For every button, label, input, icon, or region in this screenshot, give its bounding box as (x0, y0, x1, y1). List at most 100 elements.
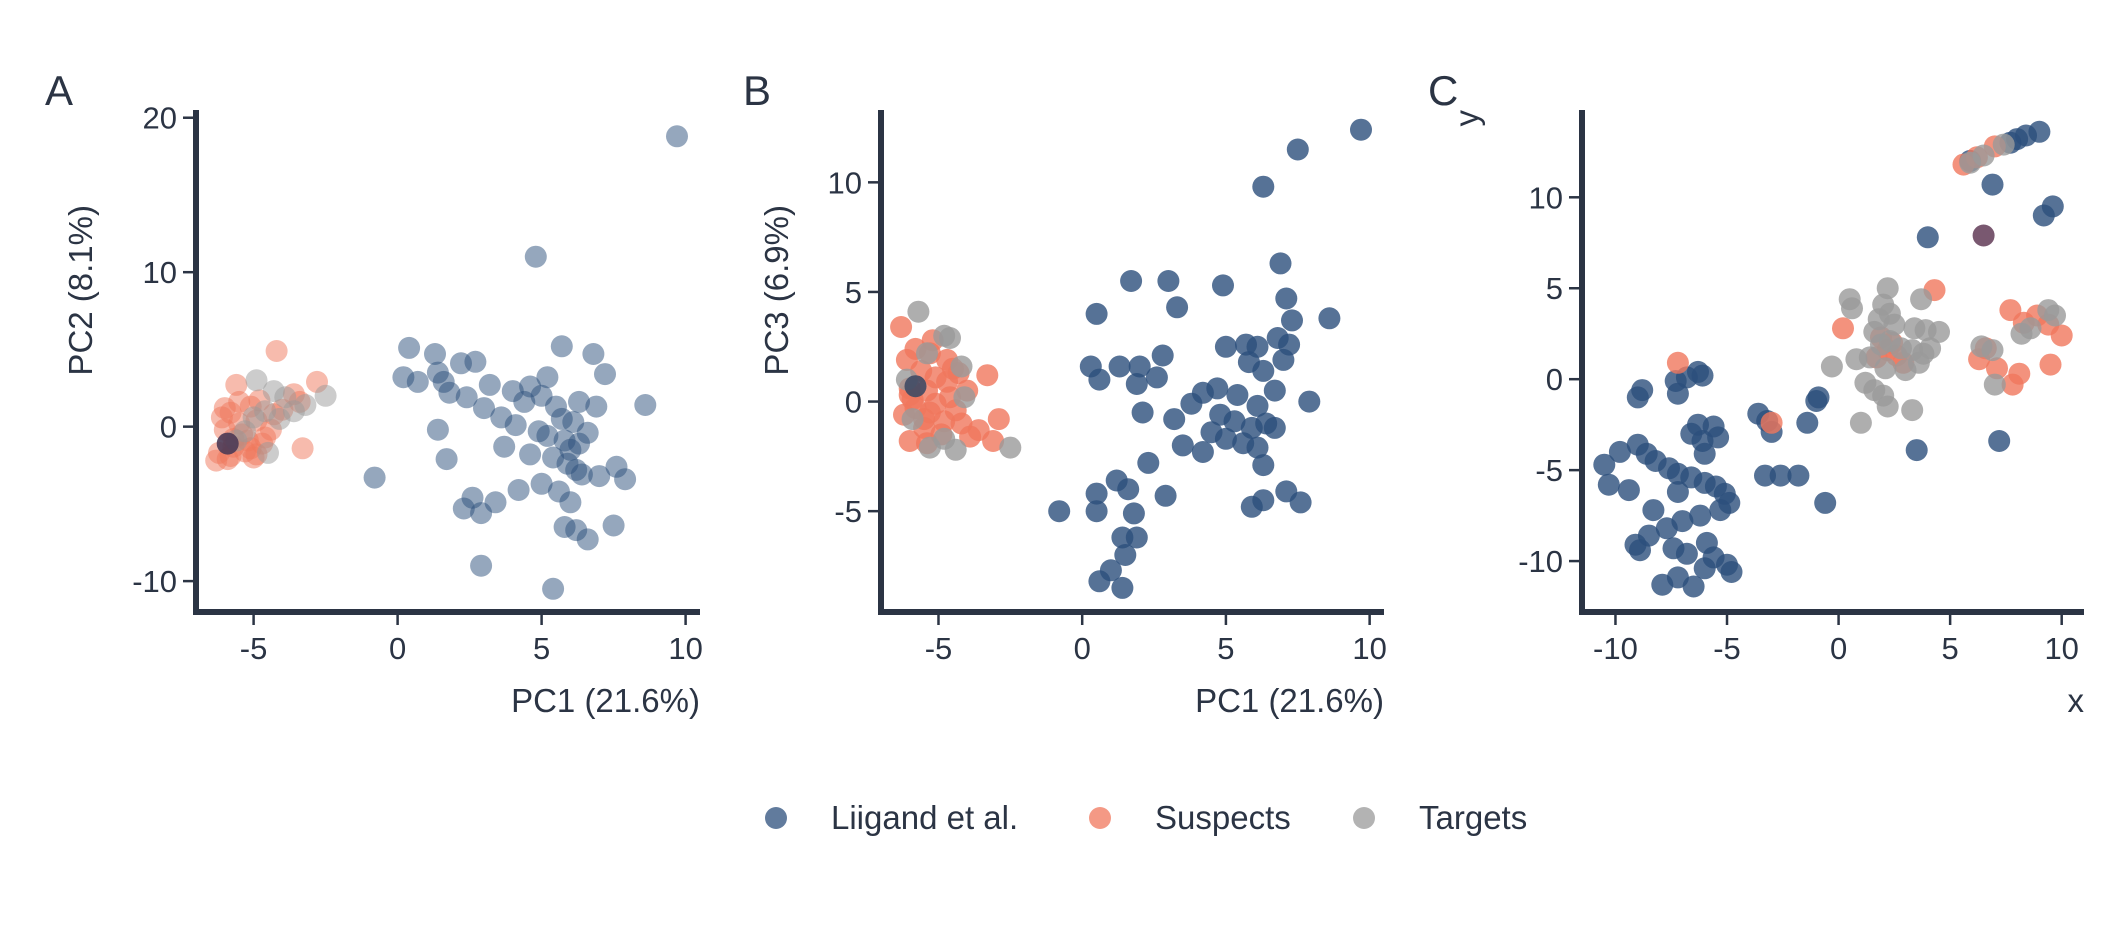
legend-marker (1089, 807, 1111, 829)
point-liigand-et-al (1151, 344, 1174, 367)
point-liigand-et-al (1916, 226, 1939, 249)
x-tick-label: 0 (1830, 631, 1847, 666)
point-targets (314, 384, 337, 407)
x-tick-label: -5 (925, 631, 953, 666)
point-liigand-et-al (513, 390, 536, 413)
point-suspects (205, 449, 228, 472)
point-liigand-et-al (1214, 427, 1237, 450)
point-liigand-et-al (1286, 138, 1309, 161)
point-liigand-et-al (1263, 379, 1286, 402)
point-targets (916, 342, 938, 365)
point-liigand-et-al (1117, 478, 1140, 501)
point-liigand-et-al (461, 486, 484, 509)
point-targets (999, 436, 1022, 459)
point-targets (2010, 322, 2033, 345)
point-liigand-et-al (1275, 287, 1298, 310)
point-liigand-et-al (1269, 252, 1292, 275)
panel-a-tag: A (45, 67, 73, 114)
point-liigand-et-al (1246, 394, 1269, 417)
point-suspects (2050, 324, 2073, 347)
y-tick-label: 0 (160, 410, 177, 445)
point-targets (953, 386, 976, 409)
point-targets (245, 369, 268, 392)
point-liigand-et-al (1617, 479, 1640, 502)
point-targets (1849, 411, 1872, 434)
point-liigand-et-al (478, 373, 501, 396)
point-suspects (987, 408, 1010, 431)
point-liigand-et-al (1593, 453, 1616, 476)
y-tick-label: 0 (1546, 362, 1563, 397)
point-liigand-et-al (1223, 410, 1246, 433)
point-liigand-et-al (1191, 441, 1214, 463)
point-overlap (1972, 224, 1995, 247)
point-suspects (228, 390, 251, 413)
point-liigand-et-al (1298, 390, 1321, 413)
legend-label: Liigand et al. (831, 799, 1018, 836)
panel-b-points (890, 118, 1372, 599)
point-targets (933, 427, 956, 450)
point-liigand-et-al (1226, 384, 1249, 406)
point-liigand-et-al (1171, 434, 1194, 457)
point-targets (1901, 399, 1924, 422)
point-liigand-et-al (666, 125, 688, 148)
point-liigand-et-al (426, 361, 449, 384)
panel-c-points (1593, 120, 2073, 598)
point-suspects (1760, 411, 1783, 434)
point-liigand-et-al (1237, 351, 1260, 374)
point-liigand-et-al (1252, 454, 1275, 477)
panel-c-x-axis-title: x (2068, 682, 2085, 719)
x-tick-label: 5 (533, 631, 550, 666)
point-liigand-et-al (582, 343, 605, 365)
panel-c-y-axis-title: y (1448, 110, 1485, 127)
panel-b: B -5 0 5 10 -5 0 5 10 PC1 (21.6%) PC3 (6.9%) (743, 67, 1387, 719)
point-liigand-et-al (602, 514, 625, 537)
point-liigand-et-al (576, 421, 599, 444)
point-liigand-et-al (559, 491, 582, 514)
panel-c: C -10 -5 0 5 10 -10 -5 0 5 10 x y (1428, 67, 2085, 719)
point-targets (1841, 297, 1863, 320)
point-liigand-et-al (507, 479, 530, 501)
panel-a-y-axis-title: PC2 (8.1%) (62, 205, 99, 376)
point-liigand-et-al (614, 468, 637, 491)
legend-label: Suspects (1155, 799, 1291, 836)
point-liigand-et-al (1281, 309, 1303, 332)
y-tick-label: -5 (1535, 453, 1563, 488)
point-liigand-et-al (1252, 175, 1275, 198)
y-tick-label: 10 (1529, 180, 1563, 215)
point-liigand-et-al (1108, 355, 1131, 378)
x-tick-label: -5 (240, 631, 268, 666)
point-liigand-et-al (1125, 373, 1148, 395)
point-liigand-et-al (424, 343, 446, 365)
y-tick-label: 10 (143, 255, 177, 290)
legend-marker (765, 807, 787, 829)
point-liigand-et-al (438, 381, 461, 404)
point-liigand-et-al (406, 370, 429, 393)
point-liigand-et-al (594, 363, 616, 386)
point-overlap (904, 375, 927, 398)
x-tick-label: 10 (2044, 631, 2078, 666)
point-liigand-et-al (1626, 386, 1649, 409)
panel-c-tag: C (1428, 67, 1458, 114)
point-liigand-et-al (426, 418, 449, 441)
point-liigand-et-al (588, 465, 611, 488)
point-suspects (924, 392, 947, 415)
point-liigand-et-al (568, 390, 590, 413)
x-tick-label: 5 (1942, 631, 1959, 666)
x-tick-label: 10 (668, 631, 702, 666)
point-targets (1845, 348, 1868, 371)
point-liigand-et-al (1122, 502, 1145, 525)
point-liigand-et-al (530, 472, 553, 495)
point-liigand-et-al (1682, 575, 1705, 598)
point-liigand-et-al (1128, 355, 1151, 378)
point-liigand-et-al (634, 394, 657, 416)
point-liigand-et-al (398, 336, 421, 359)
point-suspects (936, 370, 959, 393)
point-suspects (2039, 353, 2062, 376)
point-liigand-et-al (1814, 491, 1837, 514)
point-liigand-et-al (576, 528, 599, 551)
point-liigand-et-al (1693, 557, 1716, 580)
point-liigand-et-al (1905, 439, 1928, 462)
legend: Liigand et al. Suspects Targets (765, 799, 1527, 836)
point-liigand-et-al (1085, 302, 1108, 325)
